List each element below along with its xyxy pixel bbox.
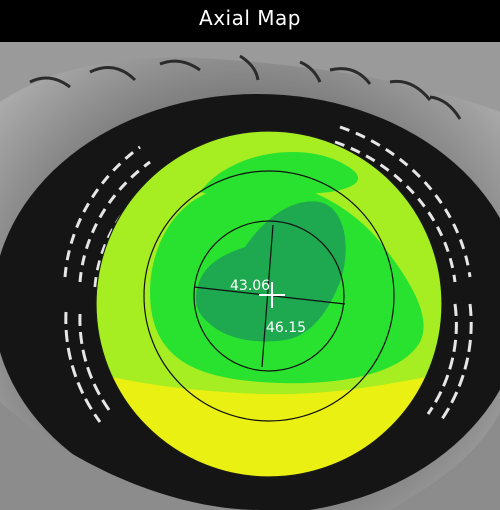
map-title: Axial Map [199, 6, 301, 30]
k-steep-value: 46.15 [266, 320, 306, 336]
zone-central [195, 201, 346, 342]
lower-lid-left [0, 402, 260, 510]
title-bar: Axial Map [0, 0, 500, 42]
zone-upper-green [200, 152, 359, 198]
inner-measure-ring [193, 220, 345, 372]
outer-measure-ring [143, 170, 395, 422]
upper-lid-skin [0, 42, 500, 112]
measurement-overlay [143, 170, 395, 422]
corneal-image-viewport[interactable]: 43.06 46.15 [0, 42, 500, 510]
lower-lid-right [390, 412, 500, 510]
eyelashes [29, 54, 462, 120]
axial-map-svg: 43.06 46.15 [0, 42, 500, 510]
cornea-boundary [95, 130, 443, 478]
crosshair-icon [259, 282, 285, 308]
k-flat-value: 43.06 [230, 278, 270, 294]
